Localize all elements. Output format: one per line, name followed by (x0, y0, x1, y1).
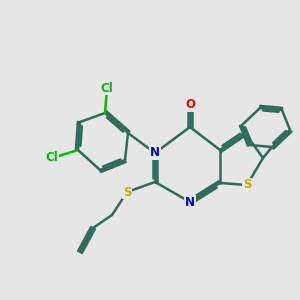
Text: S: S (243, 178, 251, 191)
Text: Cl: Cl (46, 152, 59, 164)
Text: N: N (150, 146, 160, 160)
Text: O: O (185, 98, 195, 112)
Text: N: N (185, 196, 195, 208)
Text: Cl: Cl (100, 82, 113, 94)
Text: S: S (123, 185, 131, 199)
